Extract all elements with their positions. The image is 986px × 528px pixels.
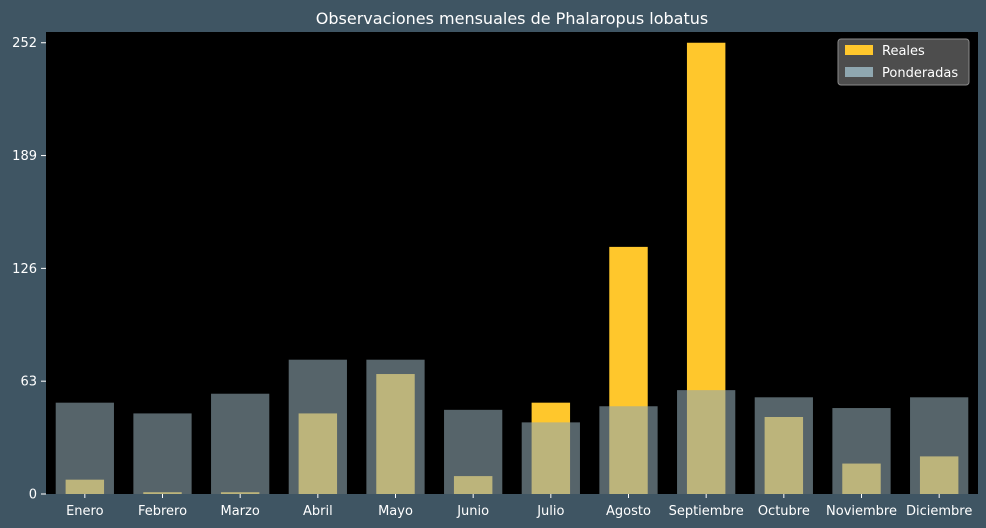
y-axis: 0 63 126 189 252: [12, 36, 46, 503]
legend: Reales Ponderadas: [837, 38, 970, 86]
legend-swatch-reales: [845, 45, 873, 55]
plot-area: [46, 32, 978, 494]
y-tick-label: 126: [12, 262, 37, 277]
x-axis: Enero Febrero Marzo Abril Mayo Junio Julio Agos…: [66, 494, 972, 519]
x-tick-label-diciembre: Diciembre: [906, 504, 972, 519]
bar-ponderadas-mayo: [366, 359, 425, 494]
x-tick-label-abril: Abril: [303, 504, 333, 519]
bar-ponderadas-diciembre: [910, 397, 969, 494]
bar-ponderadas-enero: [55, 402, 114, 494]
x-tick-label-octubre: Octubre: [758, 504, 810, 519]
bar-ponderadas-marzo: [211, 393, 270, 494]
x-tick-label-febrero: Febrero: [138, 504, 187, 519]
legend-swatch-ponderadas: [845, 67, 873, 77]
x-tick-label-junio: Junio: [456, 504, 489, 519]
bar-ponderadas-agosto: [599, 406, 658, 494]
bar-ponderadas-noviembre: [832, 408, 891, 494]
y-tick-label: 63: [20, 375, 37, 390]
y-tick-label: 0: [29, 488, 37, 503]
x-tick-label-enero: Enero: [66, 504, 104, 519]
bar-ponderadas-abril: [288, 359, 347, 494]
bar-ponderadas-octubre: [754, 397, 813, 494]
bar-ponderadas-febrero: [133, 413, 192, 494]
bar-ponderadas-septiembre: [677, 390, 736, 494]
series-ponderadas: [55, 359, 969, 494]
chart-title: Observaciones mensuales de Phalaropus lo…: [316, 9, 708, 28]
bar-ponderadas-junio: [444, 409, 503, 494]
x-tick-label-septiembre: Septiembre: [669, 504, 744, 519]
x-tick-label-agosto: Agosto: [606, 504, 651, 519]
bar-ponderadas-julio: [521, 422, 580, 494]
legend-label-ponderadas: Ponderadas: [882, 66, 958, 81]
x-tick-label-marzo: Marzo: [221, 504, 260, 519]
y-tick-label: 252: [12, 36, 37, 51]
x-tick-label-mayo: Mayo: [378, 504, 413, 519]
x-tick-label-julio: Julio: [536, 504, 564, 519]
x-tick-label-noviembre: Noviembre: [826, 504, 897, 519]
legend-label-reales: Reales: [882, 44, 925, 59]
y-tick-label: 189: [12, 149, 37, 164]
